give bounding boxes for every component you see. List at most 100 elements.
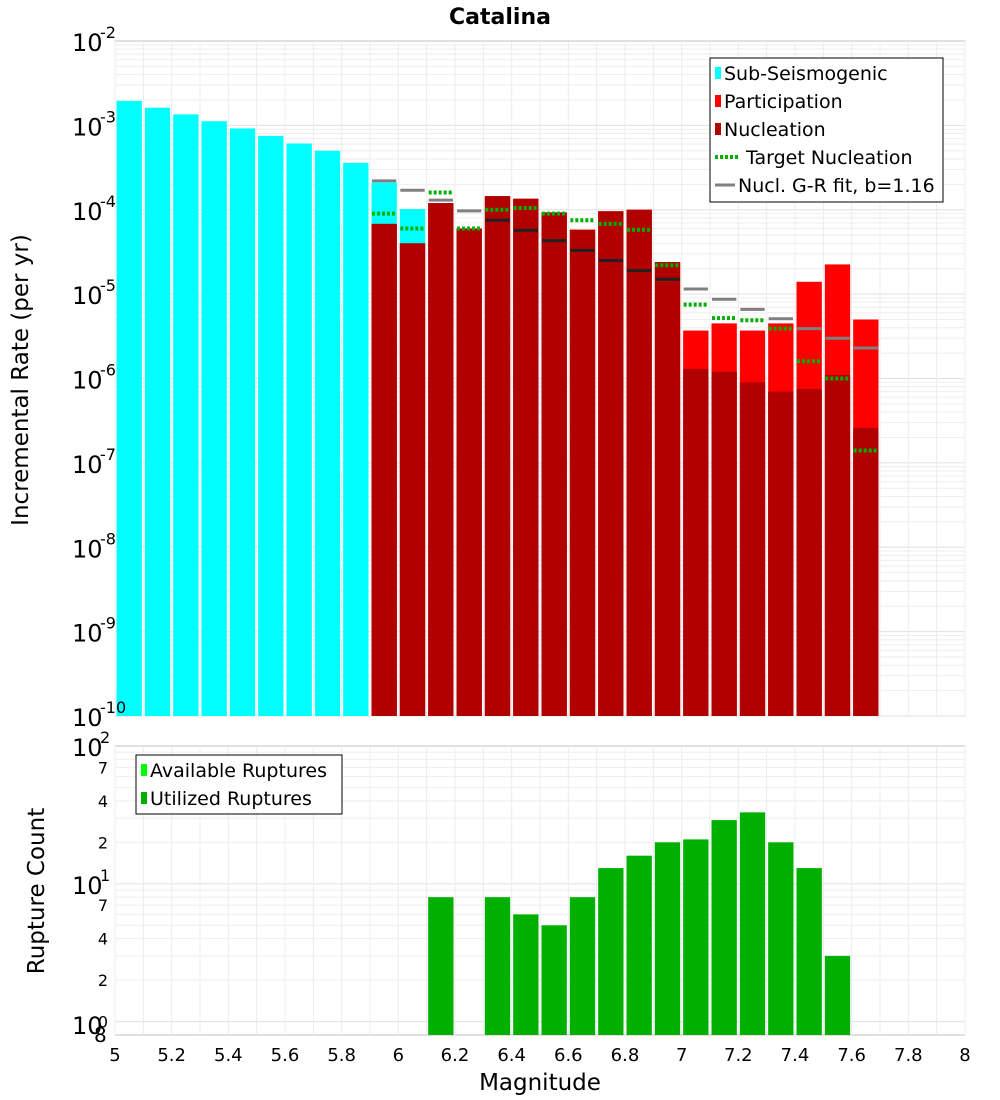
y-tick-label: 10 xyxy=(72,451,103,479)
y-tick-exponent: -3 xyxy=(100,107,116,126)
nucleation-bar xyxy=(739,382,766,716)
available-ruptures-swatch xyxy=(141,764,147,776)
legend-label: Participation xyxy=(724,91,843,113)
y-tick-label: 10 xyxy=(72,872,103,900)
nucleation-bar xyxy=(371,223,397,716)
sub-seismogenic-bar xyxy=(201,121,227,716)
y-tick-exponent: -9 xyxy=(100,614,116,633)
y-tick-exponent: -6 xyxy=(100,361,116,380)
y-tick-label: 10 xyxy=(72,620,103,648)
y-tick-exponent: -2 xyxy=(100,23,116,42)
x-tick-label: 7 xyxy=(676,1045,687,1066)
nucleation-bar xyxy=(654,262,681,716)
nucleation-bar xyxy=(541,212,567,717)
y-tick-exponent: -10 xyxy=(100,698,126,717)
utilized-ruptures-bar xyxy=(683,839,709,1035)
y-tick-label: 7 xyxy=(98,758,108,777)
x-tick-label: 6 xyxy=(393,1045,404,1066)
sub-seismogenic-bar xyxy=(144,107,171,717)
nucleation-bar xyxy=(598,211,624,717)
nucleation-bar xyxy=(399,243,426,717)
x-tick-label: 6.6 xyxy=(554,1045,583,1066)
y-tick-label: 4 xyxy=(98,930,108,949)
nucleation-bar xyxy=(711,371,737,716)
y-tick-label: 10 xyxy=(72,1012,103,1040)
y-tick-exponent: 2 xyxy=(100,728,110,747)
sub-seismogenic-bar xyxy=(314,150,341,716)
y-tick-exponent: -5 xyxy=(100,276,116,295)
nucleation-bar xyxy=(513,198,539,717)
top-y-ticks: 10-210-310-410-510-610-710-810-910-10 xyxy=(72,23,126,732)
y-tick-label: 8 xyxy=(94,1023,107,1047)
x-tick-label: 5.6 xyxy=(271,1045,300,1066)
sub-seismogenic-bar xyxy=(173,114,199,716)
nucleation-swatch xyxy=(715,123,721,135)
y-tick-exponent: 1 xyxy=(100,866,110,885)
legend-label: Sub-Seismogenic xyxy=(724,63,888,85)
utilized-ruptures-bar xyxy=(513,914,539,1035)
nucleation-bar xyxy=(796,389,822,716)
sub-seismogenic-bar xyxy=(229,128,256,716)
x-tick-label: 7.6 xyxy=(837,1045,866,1066)
top-lines xyxy=(372,179,878,453)
x-tick-label: 5 xyxy=(109,1045,120,1066)
sub-seismogenic-bar xyxy=(116,100,142,717)
x-tick-label: 6.2 xyxy=(441,1045,470,1066)
y-tick-label: 2 xyxy=(98,833,108,852)
top-bars xyxy=(116,100,879,717)
x-tick-label: 8 xyxy=(959,1045,970,1066)
nucleation-bar xyxy=(484,196,511,716)
nucleation-bar xyxy=(768,391,794,716)
sub-seismogenic-bar xyxy=(343,162,369,716)
y-tick-label: 10 xyxy=(72,734,103,762)
nucleation-bar xyxy=(683,368,709,716)
legend-label: Nucleation xyxy=(724,119,826,141)
utilized-ruptures-bar xyxy=(739,812,766,1035)
bottom-bars xyxy=(428,812,851,1035)
legend-label: Nucl. G-R fit, b=1.16 xyxy=(738,175,935,197)
nucleation-bar xyxy=(428,203,454,716)
y-tick-label: 10 xyxy=(72,367,103,395)
participation-swatch xyxy=(715,95,721,107)
y-tick-exponent: -8 xyxy=(100,529,116,548)
legend-box xyxy=(135,754,343,815)
x-ticks: 5 5.2 5.4 5.6 5.8 6 6.2 6.4 6.6 6.8 7 7.2 7.4 7.6 7.8 8 xyxy=(109,1045,970,1066)
top-legend: Sub-Seismogenic Participation Nucleation Ta… xyxy=(709,57,944,203)
x-axis-label: Magnitude xyxy=(479,1070,601,1096)
y-tick-label: 10 xyxy=(72,198,103,226)
y-tick-label: 0 xyxy=(98,1013,108,1032)
y-tick-label: 10 xyxy=(72,535,103,563)
chart-title: Catalina xyxy=(449,5,551,30)
y-tick-label: 2 xyxy=(98,971,108,990)
sub-seismogenic-bar xyxy=(286,143,312,716)
x-tick-label: 7.2 xyxy=(724,1045,753,1066)
utilized-ruptures-bar xyxy=(598,868,624,1035)
x-tick-label: 6.4 xyxy=(497,1045,526,1066)
utilized-ruptures-bar xyxy=(796,868,822,1035)
y-tick-label: 10 xyxy=(72,113,103,141)
y-tick-exponent: -7 xyxy=(100,445,116,464)
utilized-ruptures-bar xyxy=(484,897,511,1035)
sub-seismogenic-swatch xyxy=(715,67,721,79)
y-tick-label: 10 xyxy=(72,29,103,57)
y-tick-exponent: -4 xyxy=(100,192,116,211)
sub-seismogenic-bar xyxy=(258,135,284,717)
utilized-ruptures-bar xyxy=(654,842,681,1035)
utilized-ruptures-bar xyxy=(428,897,454,1035)
nucleation-bar xyxy=(456,228,482,716)
nucleation-bar xyxy=(853,427,879,716)
bottom-legend: Available Ruptures Utilized Ruptures xyxy=(135,754,343,815)
y-tick-label: 10 xyxy=(72,704,103,732)
x-tick-label: 5.8 xyxy=(327,1045,356,1066)
utilized-ruptures-bar xyxy=(711,820,737,1035)
legend-label: Available Ruptures xyxy=(150,760,327,782)
x-tick-label: 6.8 xyxy=(611,1045,640,1066)
legend-label: Utilized Ruptures xyxy=(150,788,312,810)
nucleation-bar xyxy=(626,209,652,716)
legend-box xyxy=(709,57,944,203)
x-tick-label: 7.8 xyxy=(894,1045,923,1066)
utilized-ruptures-bar xyxy=(541,925,567,1035)
